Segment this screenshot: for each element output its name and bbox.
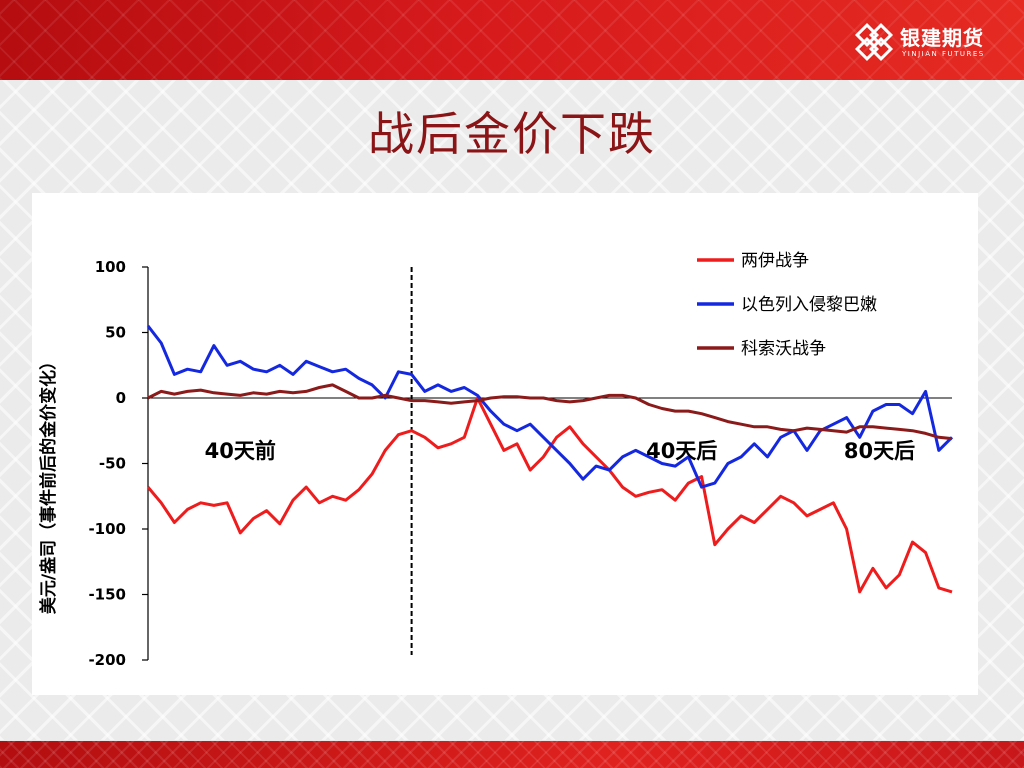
y-tick-label: 50	[105, 324, 126, 342]
annotation-label: 40天后	[646, 439, 717, 463]
series-line-2	[146, 324, 954, 489]
y-tick-label: 100	[95, 258, 126, 276]
bottom-pattern	[0, 741, 1024, 768]
legend-label: 科索沃战争	[741, 339, 826, 359]
company-logo: 银建期货 YINJIAN FUTURES	[852, 20, 1002, 64]
logo-subtitle: YINJIAN FUTURES	[902, 50, 985, 58]
y-tick-label: 0	[116, 389, 126, 407]
bottom-band	[0, 741, 1024, 768]
gold-price-chart: 100 50 0 -50 -100 -150 -200 美元/盎司（事件前后的金价变化） 40天…	[38, 251, 954, 669]
slide-title: 战后金价下跌	[368, 107, 656, 161]
banner-pattern	[0, 0, 1024, 80]
logo-text: 银建期货	[900, 26, 984, 50]
y-tick-label: -150	[88, 586, 126, 604]
legend-label: 两伊战争	[741, 251, 809, 271]
chart-panel: 100 50 0 -50 -100 -150 -200 美元/盎司（事件前后的金价变化） 40天…	[32, 193, 978, 695]
y-axis-label: 美元/盎司（事件前后的金价变化）	[38, 353, 59, 614]
top-banner: 银建期货 YINJIAN FUTURES	[0, 0, 1024, 80]
y-tick-label: -50	[99, 455, 126, 473]
annotation-label: 40天前	[205, 439, 276, 463]
y-tick-label: -100	[88, 520, 126, 538]
legend-label: 以色列入侵黎巴嫩	[741, 295, 877, 315]
logo-emblem-icon	[854, 22, 894, 62]
series-line-3	[147, 383, 953, 441]
y-tick-label: -200	[88, 651, 126, 669]
annotation-label: 80天后	[844, 439, 915, 463]
series-line-1	[146, 396, 953, 594]
